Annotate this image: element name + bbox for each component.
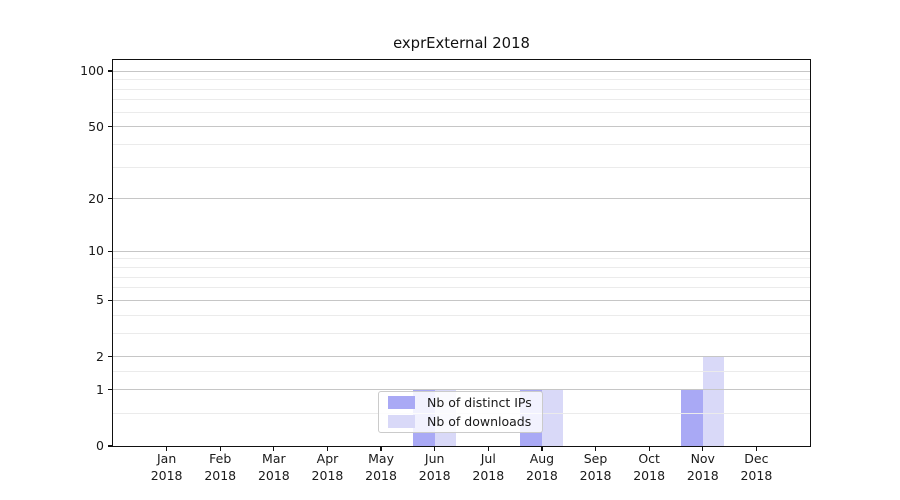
gridline-major [113,126,810,128]
y-tick-mark [108,250,113,252]
x-tick-label-oct: Oct 2018 [633,451,666,483]
gridline-major [113,198,810,200]
x-tick-mark [702,446,704,451]
gridline-major [113,389,810,391]
legend-swatch [388,415,415,428]
x-tick-mark [755,446,758,451]
y-tick-label: 50 [88,118,104,134]
gridline-minor [113,276,810,278]
x-tick-mark [219,446,221,451]
y-tick-label: 5 [96,292,104,308]
x-tick-label-aug: Aug 2018 [526,451,558,483]
gridline-minor [113,79,810,81]
plot-area [113,60,810,446]
gridline-minor [113,267,810,269]
gridline-minor [113,111,810,113]
y-tick-label: 0 [96,438,104,453]
x-tick-label-mar: Mar 2018 [257,451,290,483]
x-tick-mark [434,446,436,451]
y-tick-label: 1 [96,381,104,397]
legend-entry: Nb of downloads [388,413,542,429]
y-tick-label: 2 [96,348,104,364]
chart-title: exprExternal 2018 [393,35,530,52]
gridline-minor [113,88,810,90]
legend-swatch [388,396,415,409]
gridline-minor [113,258,810,260]
gridline-minor [113,332,810,334]
gridline-major [113,70,810,72]
x-tick-mark [541,446,543,451]
y-tick-mark [108,389,113,391]
x-tick-label-nov: Nov 2018 [686,451,719,483]
legend: Nb of distinct IPs Nb of downloads [378,391,543,433]
gridline-minor [113,166,810,168]
legend-label: Nb of distinct IPs [427,394,532,410]
x-tick-label-dec: Dec 2018 [740,451,773,483]
x-tick-label-sep: Sep 2018 [579,451,612,483]
bar-nb-of-downloads-aug [541,389,564,446]
x-tick-label-jun: Jun 2018 [418,451,451,483]
y-tick-label: 20 [88,190,104,206]
x-tick-label-jul: Jul 2018 [472,451,505,483]
x-tick-label-may: May 2018 [365,451,397,483]
x-tick-mark [487,446,489,451]
bar-nb-of-downloads-nov [702,356,725,446]
y-tick-mark [108,125,113,128]
y-tick-mark [108,445,113,447]
x-tick-label-feb: Feb 2018 [204,451,237,483]
gridline-minor [113,371,810,373]
x-tick-mark [273,446,275,451]
y-tick-mark [108,198,113,200]
y-tick-mark [108,70,113,72]
legend-entry: Nb of distinct IPs [388,394,542,410]
gridline-major [113,299,810,301]
legend-label: Nb of downloads [427,413,532,429]
x-tick-mark [380,446,382,451]
gridline-minor [113,287,810,289]
gridline-major [113,356,810,358]
gridline-major [113,250,810,252]
x-tick-mark [326,446,329,451]
gridline-minor [113,143,810,145]
bar-nb-of-distinct-ips-nov [681,389,703,446]
y-tick-label: 10 [88,243,104,259]
x-tick-mark [648,446,650,451]
x-tick-mark [165,446,168,451]
x-tick-label-apr: Apr 2018 [311,451,344,483]
y-tick-mark [108,299,113,302]
x-tick-mark [594,446,597,451]
y-tick-mark [108,356,113,358]
x-tick-label-jan: Jan 2018 [150,451,183,483]
y-tick-label: 100 [80,63,104,79]
gridline-minor [113,314,810,316]
gridline-minor [113,99,810,101]
